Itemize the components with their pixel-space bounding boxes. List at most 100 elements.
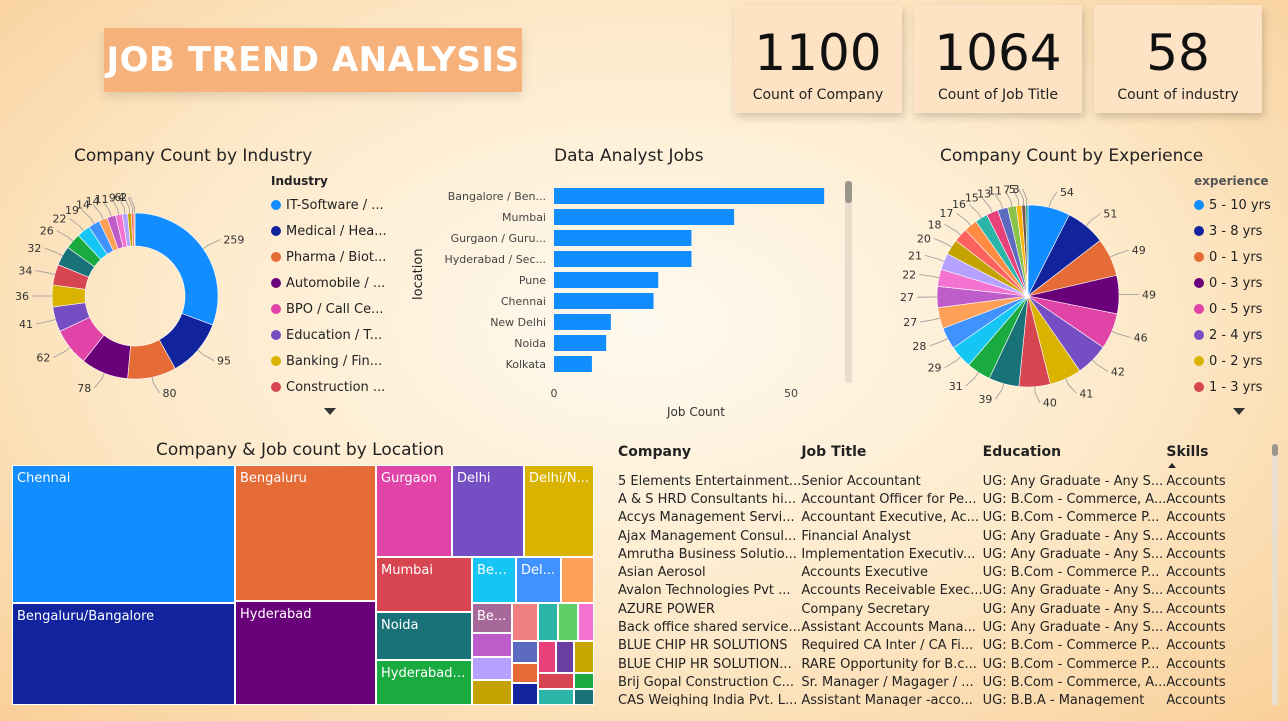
table-row[interactable]: AZURE POWER Company Secretary UG: Any Grad…	[618, 600, 1246, 618]
table-row[interactable]: Amrutha Business Solutio... Implementatio…	[618, 545, 1246, 563]
treemap-cell-chennai[interactable]: Chennai	[12, 465, 235, 603]
table-row[interactable]: BLUE CHIP HR SOLUTIONS Required CA Inter …	[618, 637, 1246, 655]
analyst-bar[interactable]	[554, 356, 592, 372]
col-header-job-title[interactable]: Job Title	[801, 444, 867, 460]
col-header-skills[interactable]: Skills	[1166, 444, 1246, 472]
table-row[interactable]: Accys Management Servi... Accountant Exec…	[618, 509, 1246, 527]
analyst-scroll-track[interactable]	[845, 181, 852, 383]
table-row[interactable]: Asian Aerosol Accounts Executive UG: B.Com…	[618, 563, 1246, 581]
treemap-cell-ben-small[interactable]: Ben...	[472, 557, 516, 603]
treemap-cell-purple[interactable]	[556, 641, 574, 673]
company-cell: CAS Weighing India Pvt. L...	[618, 693, 798, 706]
experience-data-label: 41	[1079, 387, 1093, 400]
treemap-cell-mustard[interactable]	[574, 641, 594, 673]
analyst-bar[interactable]	[554, 293, 654, 309]
analyst-bar[interactable]	[554, 230, 692, 246]
experience-legend-scroll-icon[interactable]	[1233, 408, 1245, 415]
experience-leader-line	[968, 203, 982, 219]
analyst-x-tick-0: 0	[551, 387, 558, 400]
treemap-cell-mumbai[interactable]: Mumbai	[376, 557, 472, 612]
experience-legend-item[interactable]: 0 - 2 yrs	[1194, 348, 1271, 374]
treemap-cell-violet[interactable]	[472, 633, 512, 657]
col-header-education[interactable]: Education	[982, 444, 1062, 460]
industry-slice[interactable]	[134, 212, 219, 326]
treemap-cell-noida[interactable]: Noida	[376, 612, 472, 660]
industry-legend-item[interactable]: Education / T...	[271, 322, 387, 348]
industry-legend-item[interactable]: Automobile / ...	[271, 270, 387, 296]
analyst-bar[interactable]	[554, 314, 611, 330]
table-scroll-track[interactable]	[1272, 444, 1278, 706]
treemap-cell-rose[interactable]	[538, 641, 556, 673]
industry-leader-line	[92, 204, 104, 220]
treemap-cell-teal-2[interactable]	[538, 689, 574, 705]
analyst-bar-chart[interactable]: Bangalore / Ben... Mumbai Gurgaon / Guru..…	[440, 180, 860, 425]
experience-slice[interactable]	[1025, 204, 1029, 297]
industry-legend-scroll-icon[interactable]	[324, 408, 336, 415]
kpi-card-company[interactable]: 1100 Count of Company	[734, 5, 902, 113]
treemap-cell-delhi[interactable]: Delhi	[452, 465, 524, 557]
table-row[interactable]: A & S HRD Consultants hi... Accountant Of…	[618, 490, 1246, 508]
treemap-cell-navy[interactable]	[512, 683, 538, 705]
table-row[interactable]: Back office shared service... Assistant A…	[618, 618, 1246, 636]
treemap-cell-salmon[interactable]	[512, 603, 538, 641]
experience-data-label: 49	[1132, 244, 1146, 257]
treemap-cell-red[interactable]	[538, 673, 574, 689]
table-row[interactable]: CAS Weighing India Pvt. L... Assistant Ma…	[618, 692, 1246, 706]
treemap-cell-orange-2[interactable]	[512, 663, 538, 683]
industry-data-label: 11	[95, 193, 109, 206]
industry-slice[interactable]	[133, 212, 136, 247]
industry-legend-item[interactable]: BPO / Call Ce...	[271, 296, 387, 322]
treemap-cell-dark-teal[interactable]	[574, 689, 594, 705]
experience-leader-line	[933, 238, 952, 248]
treemap-cell-gurgaon[interactable]: Gurgaon	[376, 465, 452, 557]
jobs-table-container[interactable]: Company Job Title Education Skills 5 Ele…	[618, 444, 1268, 706]
treemap-cell-lavender[interactable]	[472, 657, 512, 680]
analyst-bar[interactable]	[554, 209, 735, 225]
analyst-bar[interactable]	[554, 251, 692, 267]
treemap-cell-hyderabad[interactable]: Hyderabad	[235, 601, 376, 705]
experience-legend-item[interactable]: 5 - 10 yrs	[1194, 192, 1271, 218]
table-row[interactable]: 5 Elements Entertainment... Senior Accoun…	[618, 472, 1246, 490]
table-row[interactable]: Ajax Management Consul... Financial Analy…	[618, 527, 1246, 545]
kpi-value: 1064	[934, 24, 1062, 82]
treemap-cell-bengaluru-bangalore[interactable]: Bengaluru/Bangalore	[12, 603, 235, 705]
table-row[interactable]: Avalon Technologies Pvt ... Accounts Rece…	[618, 582, 1246, 600]
col-header-company[interactable]: Company	[618, 444, 692, 460]
treemap-cell-delhi-ncr[interactable]: Delhi/N...	[524, 465, 594, 557]
treemap-cell-orange[interactable]	[561, 557, 594, 603]
treemap-cell-hyderabad-sec[interactable]: Hyderabad /...	[376, 660, 472, 705]
analyst-bar[interactable]	[554, 272, 659, 288]
treemap-cell-teal[interactable]	[538, 603, 558, 641]
experience-legend-item[interactable]: 0 - 3 yrs	[1194, 270, 1271, 296]
industry-legend-item[interactable]: Construction ...	[271, 374, 387, 400]
analyst-scrollbar[interactable]	[845, 181, 852, 203]
treemap-cell-be-small[interactable]: Be...	[472, 603, 512, 633]
experience-legend-item[interactable]: 1 - 3 yrs	[1194, 374, 1271, 400]
experience-legend-item[interactable]: 0 - 1 yrs	[1194, 244, 1271, 270]
experience-legend-item[interactable]: 0 - 5 yrs	[1194, 296, 1271, 322]
treemap-cell-green[interactable]	[558, 603, 578, 641]
treemap-cell-bengaluru[interactable]: Bengaluru	[235, 465, 376, 601]
analyst-bar[interactable]	[554, 188, 825, 204]
experience-leader-line	[1048, 191, 1058, 208]
kpi-card-job-title[interactable]: 1064 Count of Job Title	[914, 5, 1082, 113]
treemap-cell-green-2[interactable]	[574, 673, 594, 689]
location-treemap[interactable]: Chennai Bengaluru/Bangalore Bengaluru Hy…	[12, 465, 594, 705]
industry-legend-item[interactable]: Banking / Fin...	[271, 348, 387, 374]
treemap-cell-indigo[interactable]	[512, 641, 538, 663]
table-row[interactable]: BLUE CHIP HR SOLUTION... RARE Opportunity…	[618, 655, 1246, 673]
treemap-cell-del-small[interactable]: Del...	[516, 557, 561, 603]
experience-legend-item[interactable]: 2 - 4 yrs	[1194, 322, 1271, 348]
industry-legend-item[interactable]: Pharma / Biot...	[271, 244, 387, 270]
industry-legend-item[interactable]: Medical / Hea...	[271, 218, 387, 244]
experience-legend-item[interactable]: 3 - 8 yrs	[1194, 218, 1271, 244]
industry-legend-item[interactable]: IT-Software / ...	[271, 192, 387, 218]
table-scrollbar[interactable]	[1272, 444, 1278, 456]
analyst-bar[interactable]	[554, 335, 607, 351]
table-row[interactable]: Brij Gopal Construction C... Sr. Manager …	[618, 673, 1246, 691]
treemap-cell-gold[interactable]	[472, 680, 512, 705]
kpi-card-industry[interactable]: 58 Count of industry	[1094, 5, 1262, 113]
treemap-cell-pink[interactable]	[578, 603, 594, 641]
